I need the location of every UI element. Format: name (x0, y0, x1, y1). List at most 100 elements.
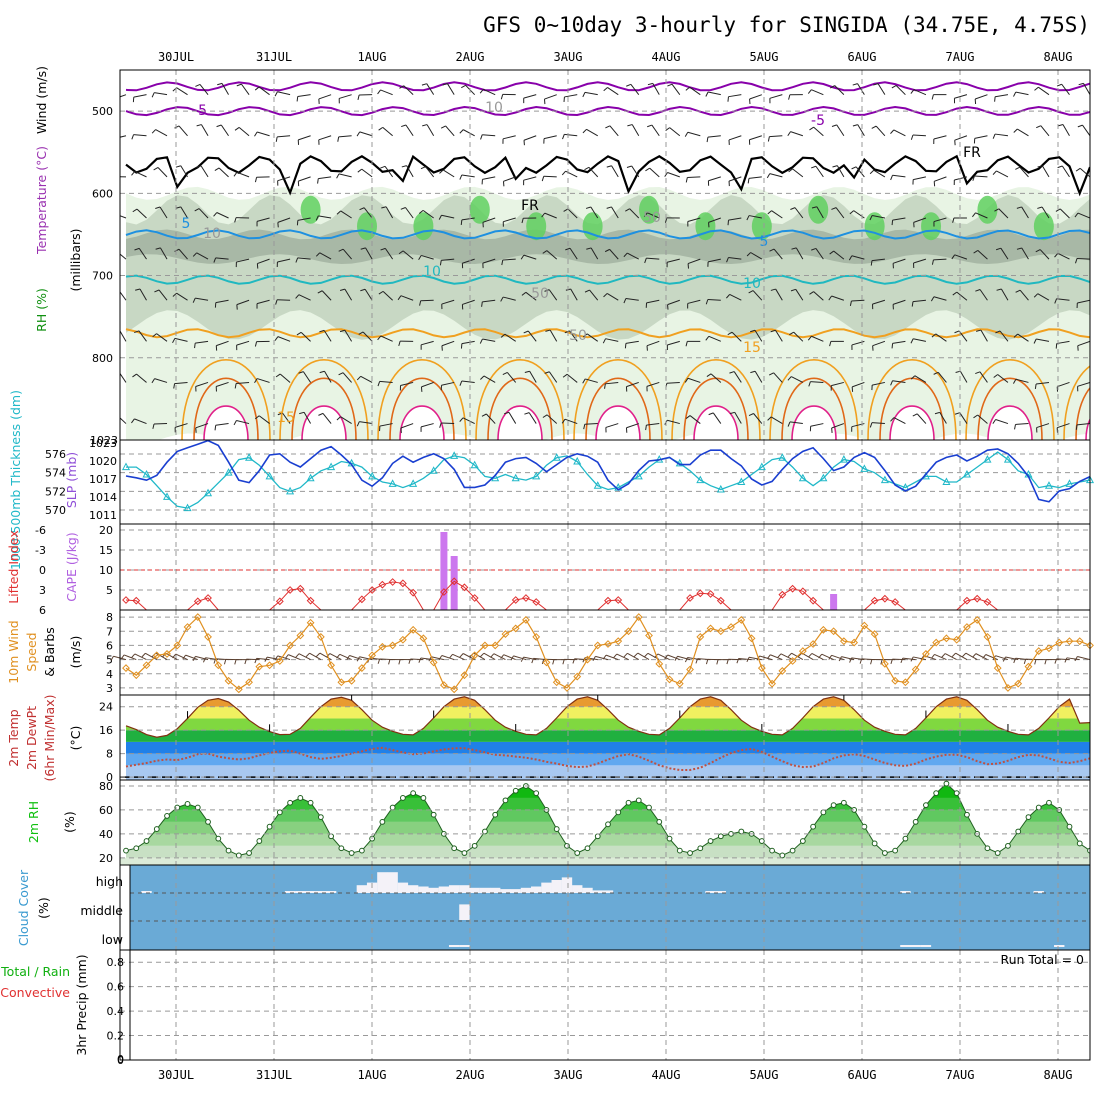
wind-barb (1017, 128, 1029, 137)
wind-barb-flag (605, 125, 611, 129)
wind-barb-flag (767, 416, 772, 421)
y-tick-label-cape: 15 (99, 544, 113, 557)
rh-moist-cell (1033, 212, 1054, 241)
wind-barb (759, 655, 773, 661)
li-marker (716, 596, 725, 605)
thickness-marker (1044, 481, 1054, 489)
wind-barb (139, 288, 147, 301)
y-tick-label: 0 (106, 771, 113, 784)
thickness-marker (286, 486, 295, 495)
temp-line (125, 696, 1090, 738)
wind-barb (359, 421, 373, 425)
wind-barb-flag (952, 217, 955, 223)
ylabel-cape: CAPE (J/kg) (64, 532, 79, 602)
wind-barb-flag (319, 370, 325, 374)
wind-barb (569, 247, 578, 260)
wind-barb (748, 215, 762, 219)
wind-barb (816, 206, 824, 219)
wind-barb (965, 652, 978, 661)
wind-barb (421, 381, 434, 388)
wind-barb-flag (461, 84, 466, 89)
wind-barb-flag (811, 165, 817, 169)
wind-barb (996, 170, 1009, 178)
wind-barb-flag (182, 654, 186, 660)
wind-barb (297, 257, 311, 260)
wind-barb-flag (1013, 91, 1017, 97)
wind-barb (855, 166, 865, 178)
wind-barb (630, 84, 640, 95)
wind-barb-flag (296, 96, 299, 102)
wind-barb (420, 423, 434, 428)
wind-barb (687, 299, 701, 304)
wind-barb (933, 217, 947, 223)
ylabel-2m-dewpt: 2m DewPt (24, 706, 39, 770)
wind-barb-flag (544, 371, 550, 374)
rh-marker (820, 809, 827, 816)
wind-barb (155, 129, 168, 137)
wind-barb (738, 657, 752, 661)
slp-thickness-panel: 5705725745761011101410171020102310231000… (8, 390, 1095, 570)
wind-barb-flag (213, 212, 218, 217)
isotherm-lobe-magenta (1085, 418, 1090, 440)
isotherm-lobe-orange15 (475, 359, 565, 440)
wind-barb (754, 330, 763, 342)
wind-barb (985, 654, 998, 661)
y-tick-label: 0.6 (107, 981, 125, 994)
wind-barb-flag (1013, 658, 1017, 664)
isotherm-5 (125, 229, 1090, 240)
wind-barb (770, 416, 783, 424)
wind-barb (543, 135, 557, 140)
cloud-cell-low (448, 945, 460, 947)
wind-barb (361, 168, 373, 178)
wind-barb-flag (684, 378, 689, 383)
wind-barb (529, 370, 537, 383)
thickness-marker (942, 477, 951, 485)
wind-speed-marker (634, 613, 643, 621)
rh-marker (564, 842, 570, 849)
wind-barb (174, 423, 188, 428)
wind-barb-flag (155, 206, 161, 210)
wind-barb-flag (244, 659, 247, 665)
wind-barb-flag (217, 82, 223, 86)
wind-barb-flag (951, 652, 957, 658)
wind-barb (380, 335, 393, 342)
wind-barb (363, 207, 373, 219)
wind-barb-flag (214, 167, 220, 172)
wind-barb (671, 83, 681, 95)
wind-barb (728, 176, 742, 182)
wind-barb (773, 372, 783, 383)
wind-barb-flag (480, 652, 485, 658)
wind-barb (441, 214, 455, 219)
wind-barb (627, 252, 639, 260)
wind-barb-flag (954, 330, 960, 334)
wind-barb (385, 206, 394, 219)
wind-speed-marker (624, 627, 633, 636)
rh-marker (1046, 799, 1052, 806)
isotherm--5 (125, 81, 1090, 92)
cloud-cell-high (448, 885, 460, 893)
wind-barb (1079, 167, 1090, 178)
wind-barb-flag (315, 652, 321, 658)
wind-barb-flag (664, 217, 668, 223)
wind-speed-line (125, 615, 1091, 691)
wind-barb (752, 290, 763, 301)
wind-barb (707, 298, 721, 301)
wind-barb (199, 84, 209, 95)
rh-marker (235, 852, 242, 859)
wind-barb-flag (769, 248, 775, 252)
rh-marker (297, 795, 304, 801)
wind-barb-flag (787, 652, 792, 658)
wind-barb-flag (930, 296, 935, 302)
wind-barb (590, 206, 599, 219)
wind-barb-flag (338, 248, 344, 252)
wind-speed-marker (316, 633, 325, 641)
wind-barb-flag (295, 257, 299, 263)
wind-barb (241, 83, 250, 95)
wind-barb (297, 217, 311, 221)
wind-barb (567, 208, 578, 219)
panel-frames (119, 69, 1091, 1061)
temp-color-bands (126, 696, 1090, 780)
wind-speed-marker (563, 684, 571, 692)
wind-barb (461, 340, 475, 345)
